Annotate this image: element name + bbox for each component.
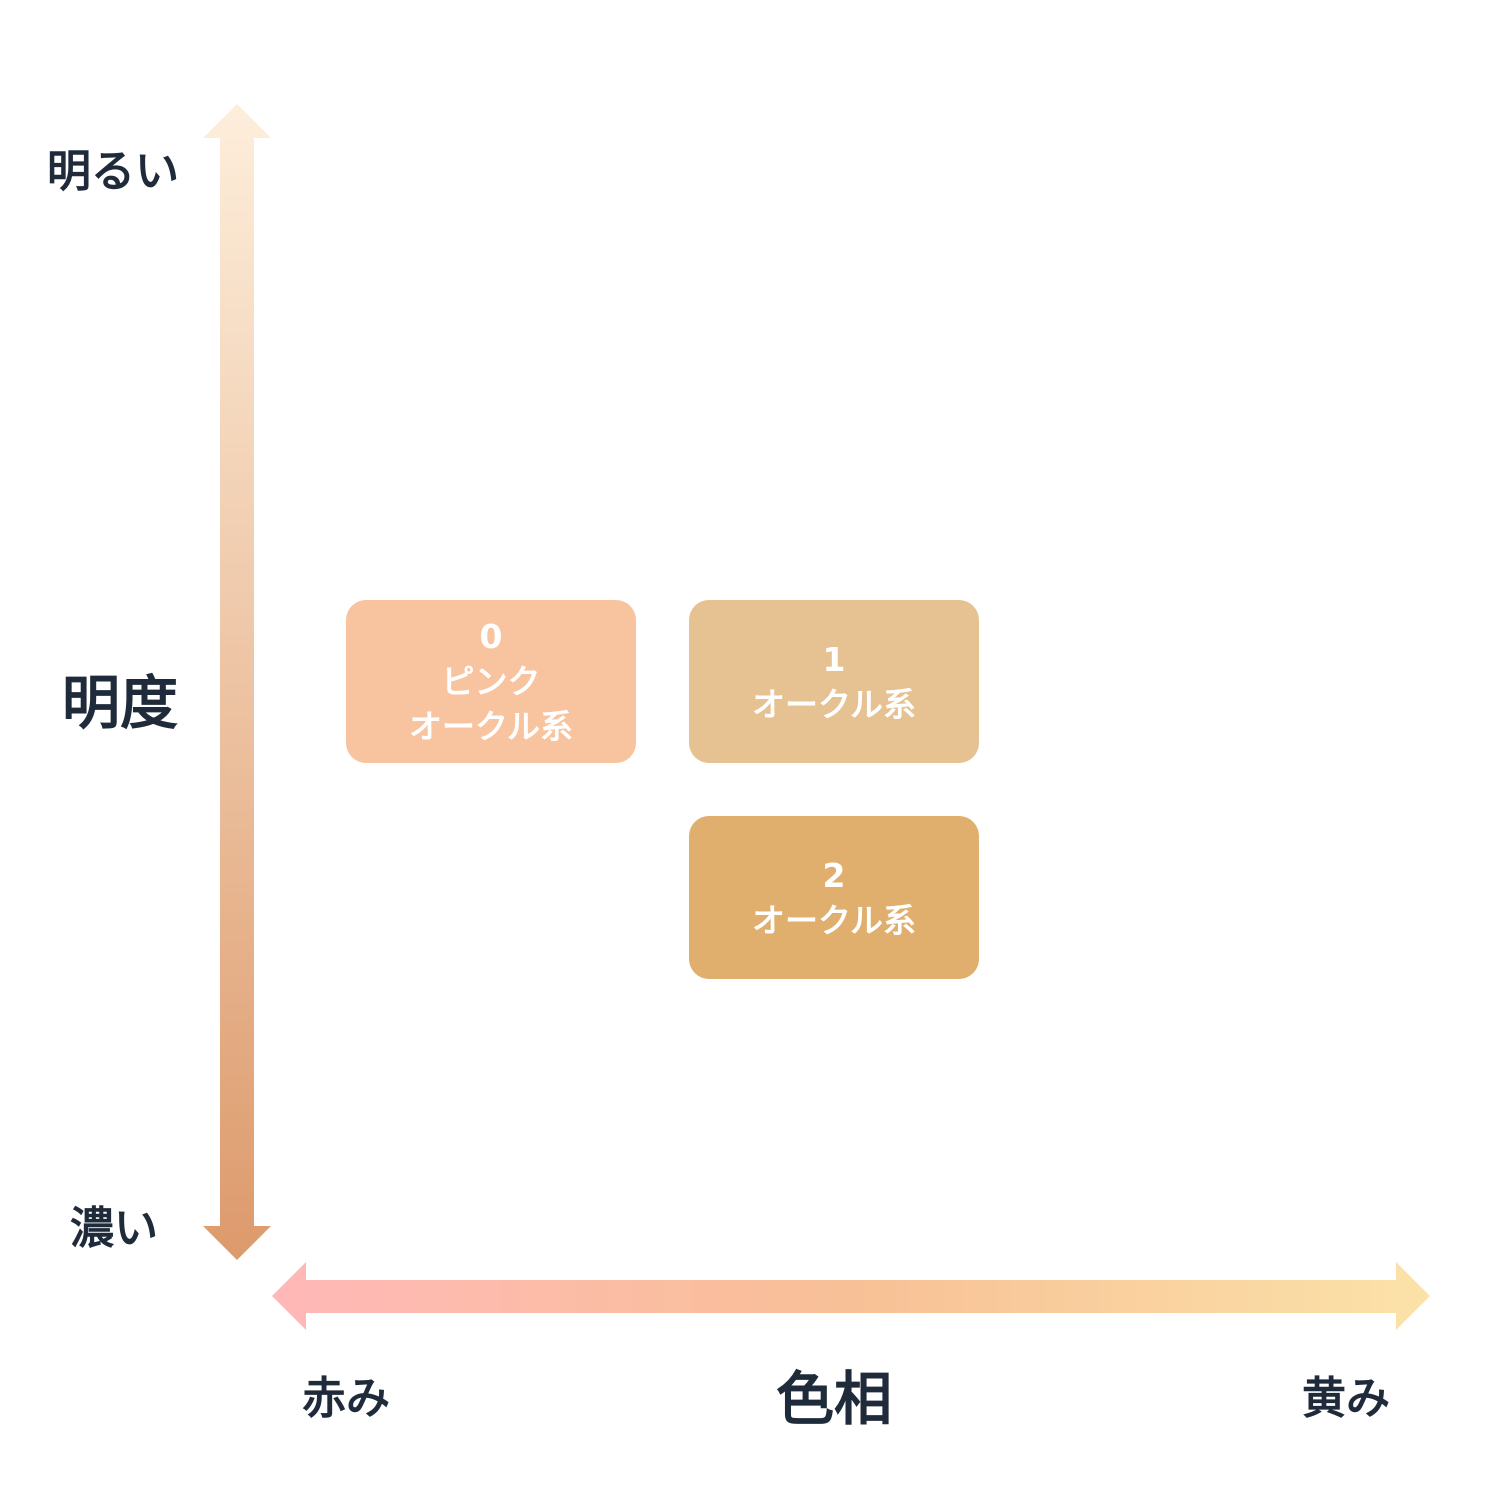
left-label: 赤み	[302, 1373, 390, 1424]
category-box-1: 1 オークル系	[689, 600, 979, 763]
horizontal-double-arrow	[272, 1262, 1430, 1330]
box-label-line1: オークル系	[751, 900, 916, 940]
bottom-label: 濃い	[70, 1203, 158, 1254]
right-label: 黄み	[1302, 1373, 1390, 1424]
vertical-axis-title: 明度	[62, 669, 179, 737]
horizontal-axis-title: 色相	[776, 1365, 893, 1433]
box-label-line1: ピンク	[441, 662, 541, 701]
category-box-2: 2 オークル系	[689, 816, 979, 979]
box-number: 1	[822, 639, 846, 679]
top-label: 明るい	[47, 146, 179, 197]
box-number: 0	[479, 617, 503, 656]
box-number: 2	[822, 855, 846, 895]
category-box-0: 0 ピンク オークル系	[346, 600, 636, 763]
vertical-double-arrow	[203, 104, 271, 1260]
box-label-line1: オークル系	[751, 684, 916, 724]
box-label-line2: オークル系	[408, 707, 573, 746]
